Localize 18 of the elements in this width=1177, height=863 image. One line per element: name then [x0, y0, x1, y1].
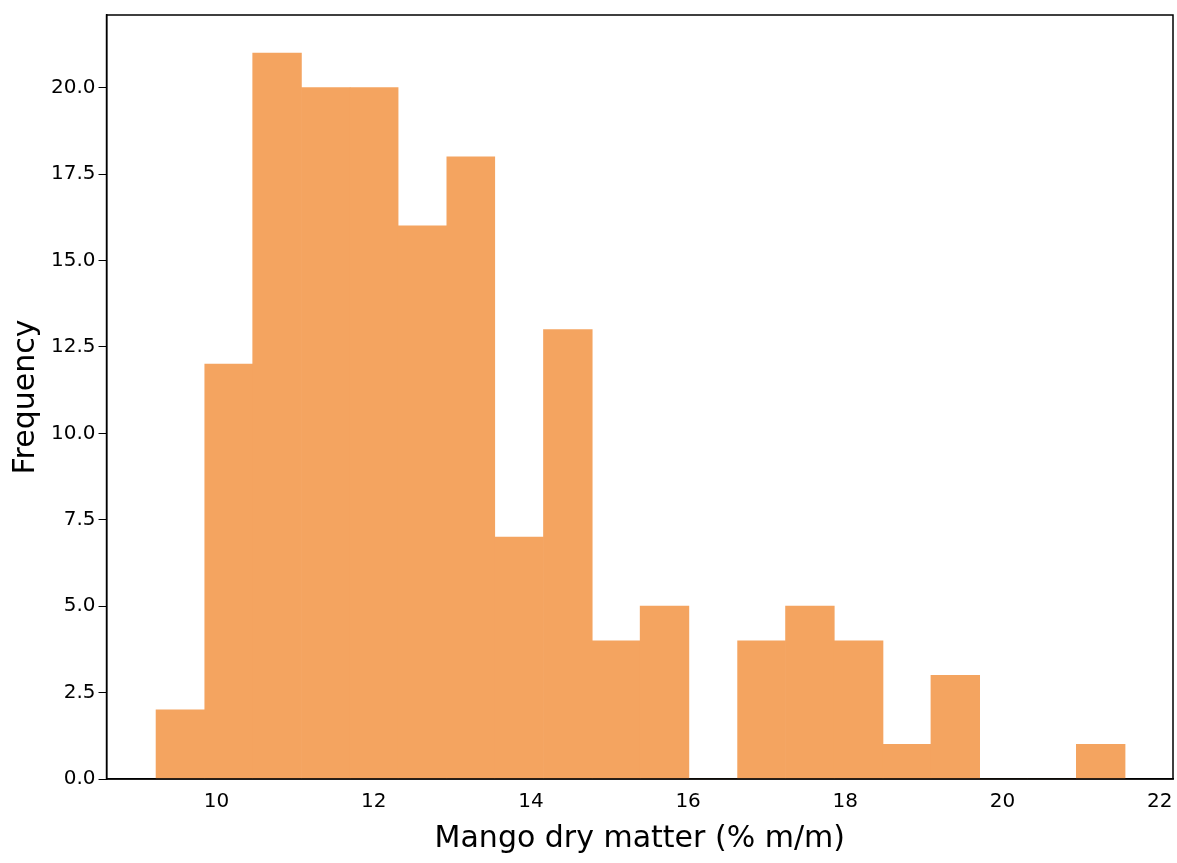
y-tick-label: 5.0 — [63, 592, 96, 617]
x-tick-label: 22 — [1146, 788, 1173, 813]
x-tick-label: 16 — [675, 788, 701, 813]
y-tick-label: 15.0 — [51, 246, 96, 271]
x-tick-label: 12 — [361, 788, 387, 813]
y-tick-label: 20.0 — [51, 73, 96, 98]
y-tick-label: 0.0 — [63, 765, 96, 790]
x-tick-label: 18 — [832, 788, 859, 813]
y-axis-title: Frequency — [5, 319, 41, 475]
y-tick-label: 2.5 — [63, 678, 96, 703]
y-tick-label: 10.0 — [51, 419, 96, 444]
x-tick-label: 14 — [518, 788, 544, 813]
x-tick-label: 10 — [203, 788, 230, 813]
x-axis-title: Mango dry matter (% m/m) — [434, 818, 845, 854]
y-tick-label: 7.5 — [63, 505, 96, 530]
y-tick-label: 12.5 — [51, 333, 96, 358]
x-tick-label: 20 — [989, 788, 1016, 813]
y-tick-label: 17.5 — [51, 160, 96, 185]
